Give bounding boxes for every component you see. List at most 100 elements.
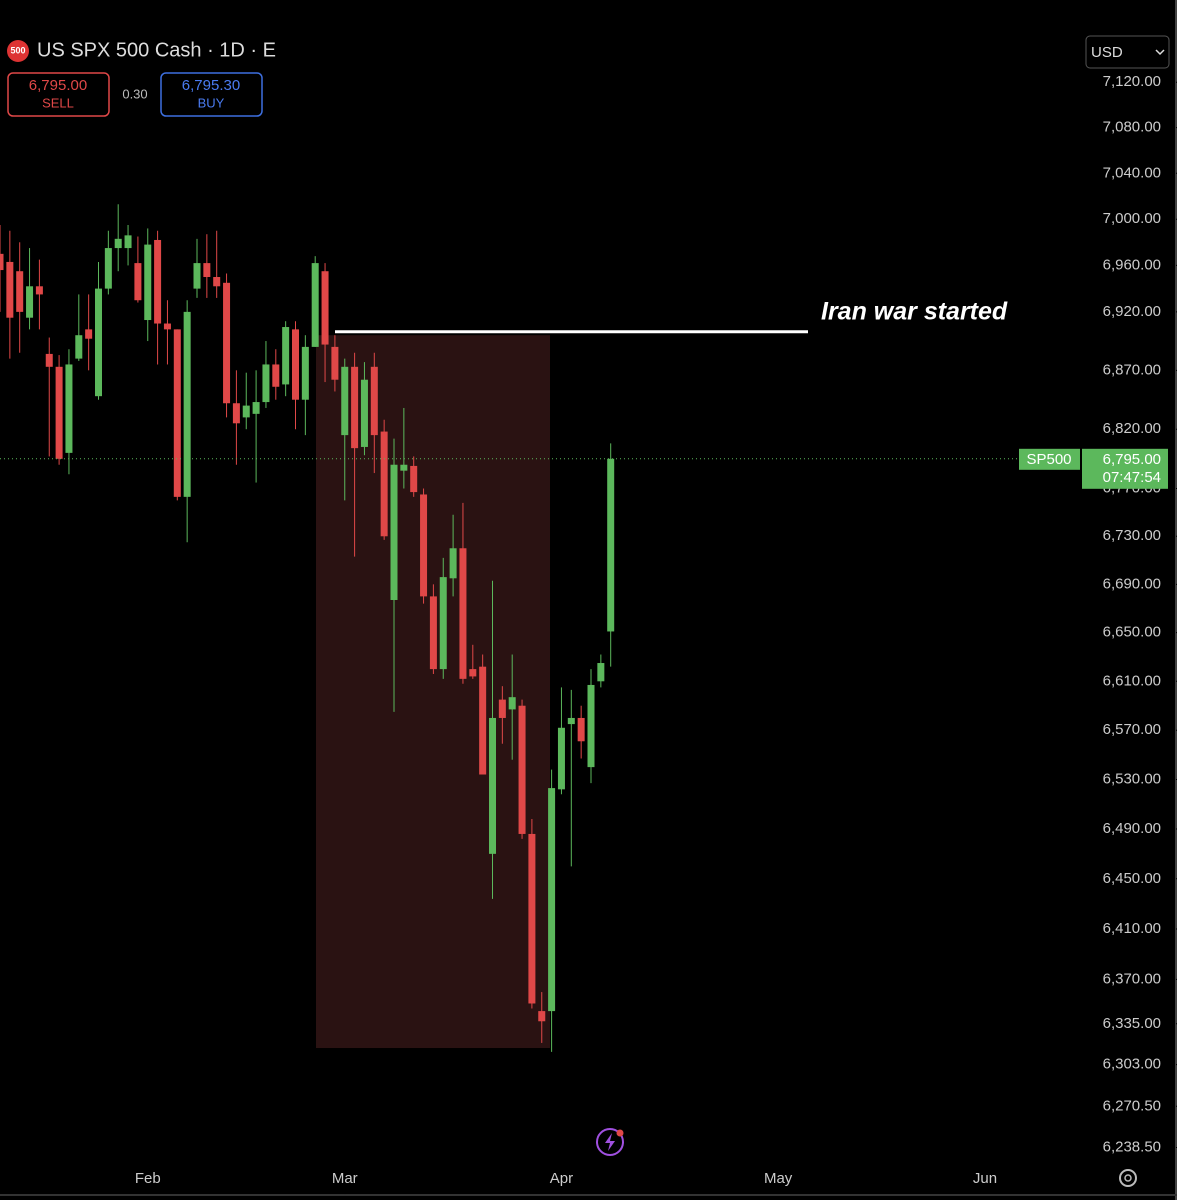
candle-body xyxy=(548,788,556,1012)
bolt-circle xyxy=(596,1128,624,1156)
candle-body xyxy=(272,364,280,387)
candle-body xyxy=(567,717,575,725)
last-price-box xyxy=(1082,448,1168,489)
candle-body xyxy=(124,235,132,249)
x-tick-label: May xyxy=(764,1170,793,1187)
y-tick-label: 6,490.00 xyxy=(1103,820,1161,837)
candle-body xyxy=(410,465,418,493)
symbol-badge: 500 xyxy=(10,45,25,55)
last-price-label: 6,795.00 xyxy=(1103,451,1161,468)
y-tick-label: 7,040.00 xyxy=(1103,164,1161,181)
candle-body xyxy=(380,431,388,537)
currency-box[interactable] xyxy=(1085,35,1170,69)
candle-body xyxy=(223,282,231,404)
y-tick-label: 7,080.00 xyxy=(1103,119,1161,136)
candle-body xyxy=(183,311,191,497)
y-tick-label: 6,303.00 xyxy=(1103,1056,1161,1073)
y-tick-label: 6,690.00 xyxy=(1103,575,1161,592)
bolt-icon[interactable] xyxy=(596,1128,624,1156)
candle-body xyxy=(154,239,162,324)
candle-body xyxy=(449,548,457,579)
candle-body xyxy=(331,346,339,380)
candle-body xyxy=(301,346,309,400)
candle-body xyxy=(341,366,349,436)
candle-body xyxy=(0,253,4,271)
candle-body xyxy=(489,717,496,854)
countdown: 07:47:54 xyxy=(1103,469,1161,486)
y-tick-label: 6,270.50 xyxy=(1103,1097,1161,1114)
candle-body xyxy=(400,464,408,471)
spread: 0.30 xyxy=(122,86,147,101)
buy-button[interactable] xyxy=(160,72,263,117)
candle-body xyxy=(597,663,605,682)
candle-body xyxy=(262,364,270,403)
candle-body xyxy=(518,705,526,834)
y-tick-label: 6,610.00 xyxy=(1103,672,1161,689)
candle-body xyxy=(134,263,142,301)
settings-center xyxy=(1124,1174,1132,1182)
candle-body xyxy=(370,366,378,436)
settings-gear xyxy=(1119,1169,1137,1187)
candle-body xyxy=(538,1011,546,1022)
candle-body xyxy=(479,666,487,775)
y-tick-label: 6,870.00 xyxy=(1103,361,1161,378)
dropdown-arrow xyxy=(1155,49,1165,56)
candle-body xyxy=(55,366,63,459)
x-tick-label: Jun xyxy=(973,1170,997,1187)
candle-body xyxy=(232,403,240,424)
candle-body xyxy=(607,458,615,632)
header: 500 US SPX 500 Cash · 1D · E 6,795.00 SE… xyxy=(7,39,276,117)
candle-body xyxy=(114,238,122,249)
candle-body xyxy=(557,727,565,790)
candle-body xyxy=(144,244,152,321)
candle-body xyxy=(193,263,201,289)
candle-body xyxy=(390,464,398,601)
candle-body xyxy=(6,261,14,318)
last-price-name: SP500 xyxy=(1026,451,1071,468)
candle-body xyxy=(528,833,536,1004)
y-tick-label: 6,730.00 xyxy=(1103,527,1161,544)
candle-body xyxy=(311,263,319,347)
sell-price: 6,795.00 xyxy=(29,77,87,94)
bolt xyxy=(605,1133,615,1151)
candle-body xyxy=(85,329,93,339)
candle-body xyxy=(439,577,447,670)
candle-body xyxy=(75,335,83,359)
candle-body xyxy=(459,548,467,679)
y-tick-label: 6,570.00 xyxy=(1103,721,1161,738)
candle-body xyxy=(242,405,250,418)
candle-body xyxy=(16,271,24,312)
y-tick-label: 6,650.00 xyxy=(1103,624,1161,641)
buy-price: 6,795.30 xyxy=(182,77,240,94)
sell-button[interactable] xyxy=(7,72,110,117)
currency-select[interactable]: USD xyxy=(1085,35,1170,69)
currency-label: USD xyxy=(1091,44,1123,61)
candle-body xyxy=(163,323,171,330)
candle-body xyxy=(35,286,43,295)
candle-body xyxy=(360,379,368,447)
candle-body xyxy=(508,697,516,710)
candle-body xyxy=(351,366,359,449)
sell-label: SELL xyxy=(42,95,74,110)
candle-body xyxy=(498,699,506,718)
candle-body xyxy=(587,684,595,768)
x-tick-label: Mar xyxy=(332,1170,358,1187)
candle-body xyxy=(65,364,73,453)
candle-body xyxy=(420,494,428,597)
chart-title: US SPX 500 Cash · 1D · E xyxy=(37,39,276,61)
candle-body xyxy=(282,327,290,385)
candle-body xyxy=(26,286,34,318)
candle-body xyxy=(292,329,299,400)
plot-area: Iran war started xyxy=(0,81,1177,1195)
buy-label: BUY xyxy=(198,95,225,110)
y-tick-label: 6,410.00 xyxy=(1103,920,1161,937)
candle-body xyxy=(95,288,102,397)
y-tick-label: 6,238.50 xyxy=(1103,1139,1161,1156)
y-tick-label: 7,000.00 xyxy=(1103,210,1161,227)
settings-icon[interactable] xyxy=(1119,1169,1137,1187)
candle-body xyxy=(321,271,329,345)
last-price-name-box xyxy=(1019,448,1080,470)
candle-body xyxy=(45,353,53,367)
